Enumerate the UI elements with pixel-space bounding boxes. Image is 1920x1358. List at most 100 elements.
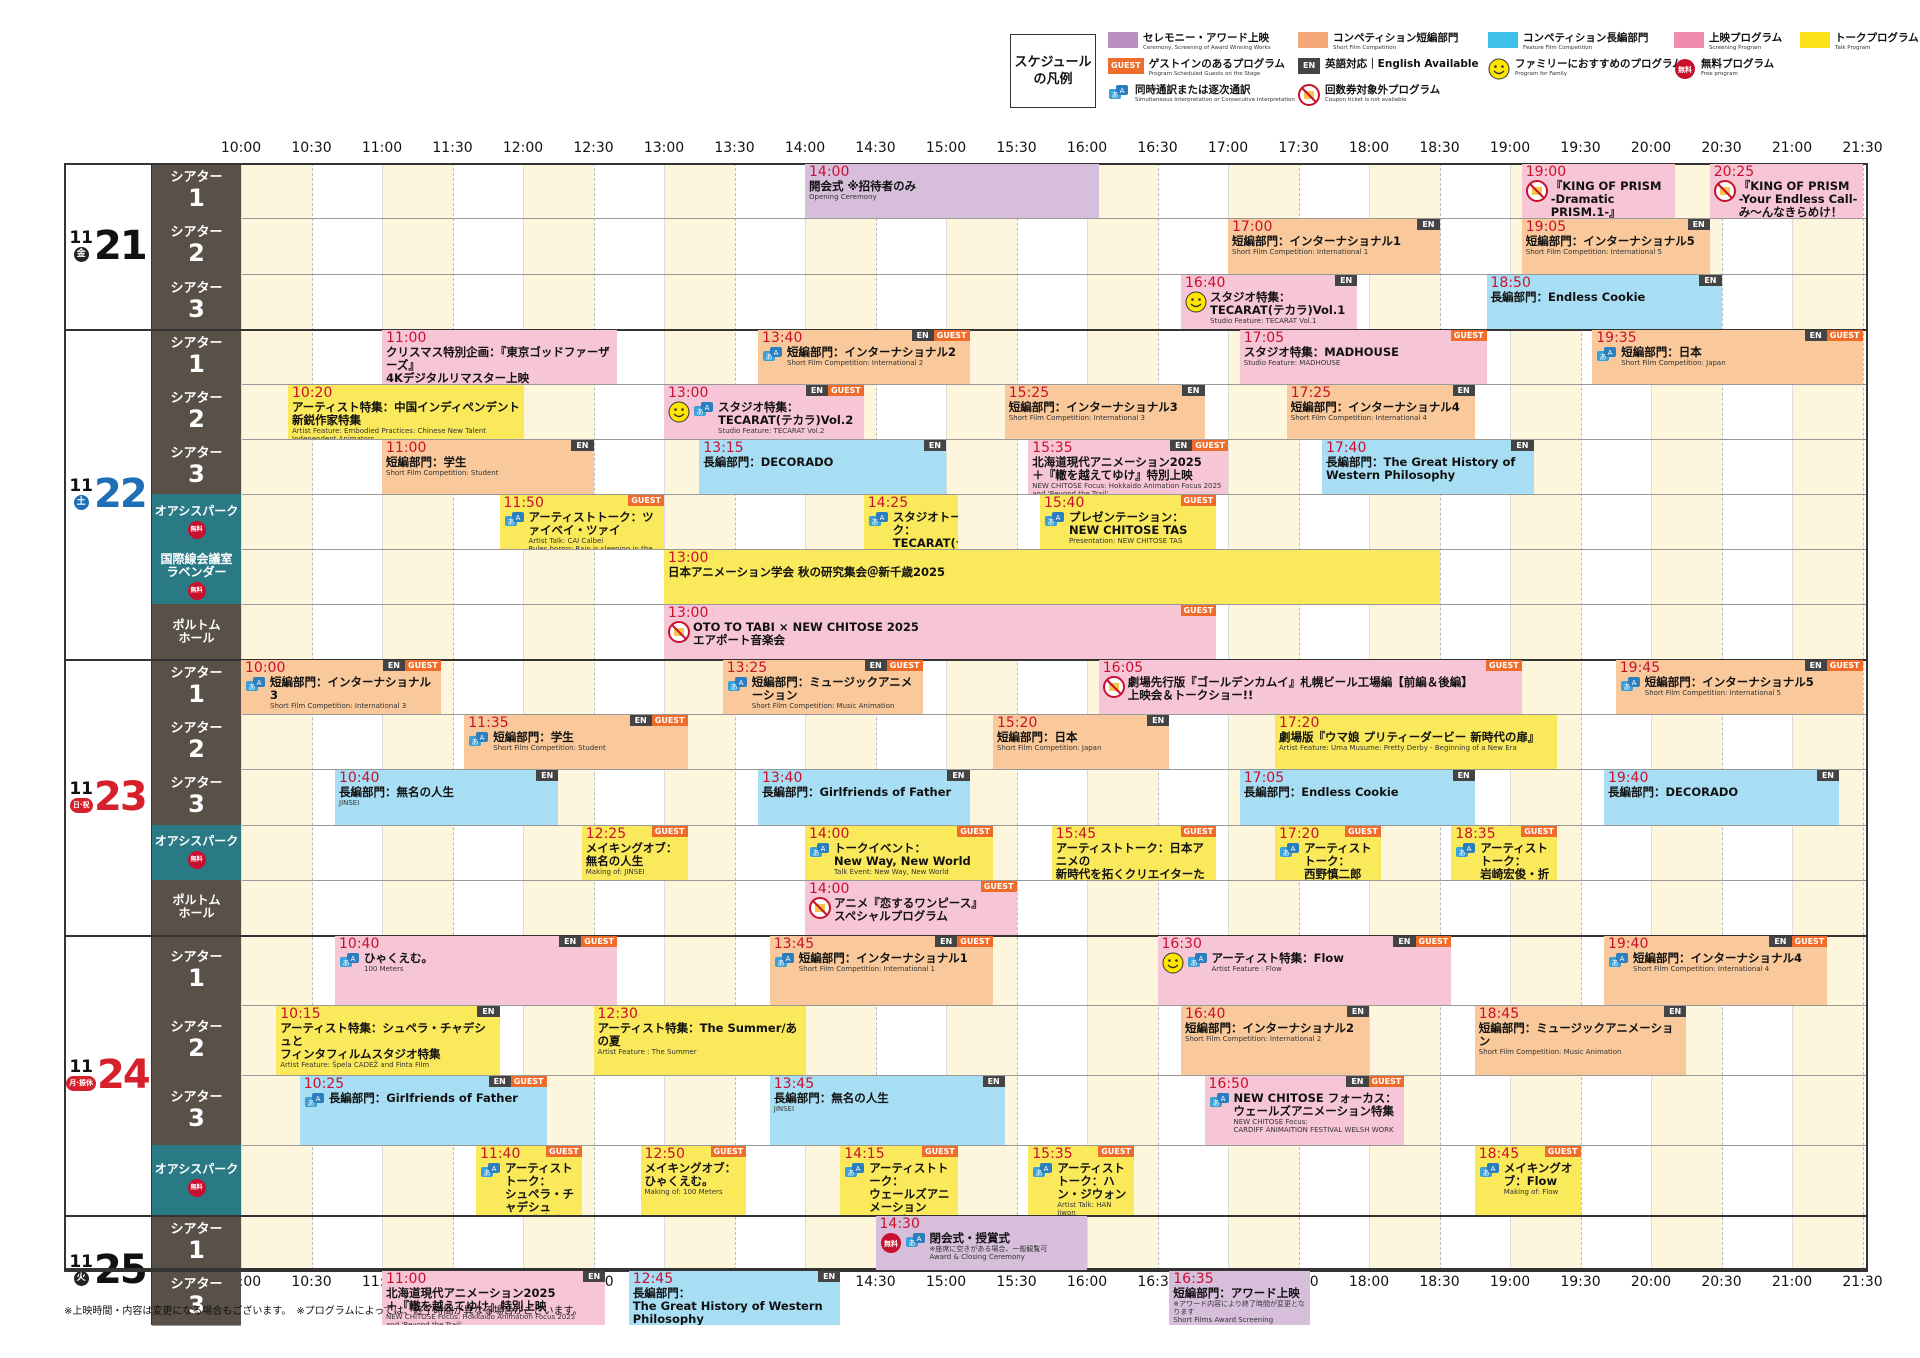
program-block[interactable]: 16:30 A あアーティスト特集：Flow Artist Feature : Flo…: [1157, 936, 1452, 1005]
english-badge: EN: [1417, 219, 1440, 231]
time-label: 14:30: [855, 1274, 896, 1290]
legend-item: 回数券対象外プログラム Coupon ticket is not availabl…: [1298, 84, 1440, 110]
program-block[interactable]: 10:00 A あ短編部門：インターナショナル3 Short Film Competi…: [241, 660, 441, 715]
program-block[interactable]: 17:00 短編部門：インターナショナル1 Short Film Competiti…: [1228, 219, 1440, 274]
program-start-time: 18:45: [1478, 1006, 1520, 1022]
program-title: メイキングオブ：ひゃくえむ。: [644, 1161, 737, 1188]
program-block[interactable]: 10:40 長編部門：無名の人生 JINSEI EN: [335, 770, 559, 825]
program-title: 短編部門：インターナショナル1: [798, 951, 968, 965]
program-english-title: Short Film Competition: International 1: [798, 965, 935, 973]
program-block[interactable]: 17:05 長編部門：Endless Cookie EN: [1239, 770, 1475, 825]
program-block[interactable]: 10:15 アーティスト特集：シュペラ・チャデシュと フィンタフィルムスタジオ特集…: [276, 1006, 500, 1075]
english-badge: EN: [911, 330, 934, 341]
program-block[interactable]: 13:40 長編部門：Girlfriends of Father EN: [758, 770, 970, 825]
program-english-title: Short Film Competition: Japan: [1621, 359, 1726, 367]
legend-item: トークプログラム Talk Program: [1800, 32, 1919, 52]
program-start-time: 15:45: [1055, 825, 1097, 842]
program-block[interactable]: 15:35 A あアーティストトーク：ハン・ジウォン Artist Talk: HAN…: [1028, 1146, 1134, 1215]
program-title: スタジオ特集：TECARAT(テカラ)Vol.2: [718, 400, 854, 427]
time-label: 20:30: [1701, 1274, 1742, 1290]
svg-text:あ: あ: [1459, 849, 1466, 857]
program-block[interactable]: 11:00 短編部門：学生 Short Film Competition: Stud…: [382, 440, 594, 494]
month-number: 11: [69, 1252, 93, 1272]
time-label: 18:00: [1348, 1274, 1390, 1290]
program-block[interactable]: 19:05 短編部門：インターナショナル5 Short Film Competiti…: [1521, 219, 1710, 274]
program-block[interactable]: 10:40 A あひゃくえむ。 100 Meters EN GUEST: [335, 936, 617, 1005]
program-block[interactable]: 19:40 A あ短編部門：インターナショナル4 Short Film Competi…: [1604, 936, 1828, 1005]
program-block[interactable]: 12:25 メイキングオブ： 無名の人生 Making of: JINSEI GUES…: [581, 825, 688, 880]
program-block[interactable]: 19:45 A あ短編部門：インターナショナル5 Short Film Competi…: [1615, 660, 1863, 715]
program-block[interactable]: 17:05 スタジオ特集：MADHOUSE Studio Feature: MADH…: [1239, 330, 1487, 384]
program-block[interactable]: 19:00 『KING OF PRISM -Dramatic PRISM.1-』 …: [1521, 164, 1675, 219]
time-label: 14:00: [784, 140, 826, 156]
legend-title: スケジュール の凡例: [1010, 34, 1096, 108]
program-block[interactable]: 12:30 アーティスト特集：The Summer/あの夏 Artist Featu…: [593, 1006, 805, 1075]
program-block[interactable]: 13:45 長編部門：無名の人生 JINSEI EN: [769, 1076, 1005, 1145]
program-block[interactable]: 17:20 劇場版『ウマ娘 プリティーダービー 新時代の扉』 Artist Feat…: [1275, 715, 1557, 770]
program-block[interactable]: 11:00 北海道現代アニメーション2025 ＋『轍を越えてゆけ』特別上映 NEW …: [382, 1271, 606, 1325]
svg-text:A: A: [1631, 679, 1636, 687]
program-block[interactable]: 16:35 短編部門：アワード上映 ※アワード内容により終了時間が変更となります S…: [1169, 1271, 1311, 1325]
program-block[interactable]: 16:40 短編部門：インターナショナル2 Short Film Competiti…: [1181, 1006, 1369, 1075]
program-block[interactable]: 15:40 A あプレゼンテーション： NEW CHITOSE TAS Present…: [1040, 495, 1217, 549]
program-title: アーティストトーク： シュペラ・チャデシュ: [505, 1161, 574, 1214]
program-block[interactable]: 13:00 日本アニメーション学会 秋の研究集会＠新千歳2025: [664, 550, 1440, 604]
day-month: 11 金: [69, 230, 93, 262]
svg-text:あ: あ: [1048, 518, 1055, 526]
program-start-time: 12:50: [644, 1146, 685, 1162]
program-block[interactable]: 16:05 劇場先行版『ゴールデンカムイ』札幌ビール工場編【前編＆後編】 上映会＆…: [1098, 660, 1522, 715]
program-block[interactable]: 17:40 長編部門：The Great History of Western P…: [1322, 440, 1534, 494]
no-coupon-icon: [809, 896, 831, 923]
legend-label: ゲストインのあるプログラム: [1148, 58, 1285, 70]
program-block[interactable]: 17:25 短編部門：インターナショナル4 Short Film Competiti…: [1286, 385, 1475, 439]
program-block[interactable]: 10:20 アーティスト特集：中国インディペンデント新鋭作家特集 Artist Fe…: [288, 385, 523, 439]
venue-name: シアター: [170, 170, 223, 186]
program-block[interactable]: 14:00 開会式 ※招待者のみ Opening Ceremony: [805, 164, 1099, 219]
program-block[interactable]: 14:00 A あトークイベント： New Way, New World Talk E…: [805, 825, 993, 880]
row-line: [242, 439, 1868, 440]
program-block[interactable]: 16:40 スタジオ特集：TECARAT(テカラ)Vol.1 Studio Feat…: [1181, 274, 1358, 329]
program-block[interactable]: 19:35 A あ短編部門：日本 Short Film Competition: Ja…: [1592, 330, 1863, 384]
program-block[interactable]: 12:45 長編部門： The Great History of Western …: [628, 1271, 841, 1325]
program-block[interactable]: 12:50 メイキングオブ：ひゃくえむ。 Making of: 100 Meters…: [640, 1146, 747, 1215]
program-block[interactable]: 14:30 無料 A あ閉会式・授賞式 ※座席に空きがある場合、一般観覧可 Award …: [875, 1216, 1087, 1270]
grid-line: [875, 163, 877, 1270]
svg-text:A: A: [821, 845, 826, 853]
program-title: 短編部門：学生: [386, 455, 467, 469]
english-badge: EN: [1393, 936, 1416, 947]
program-block[interactable]: 13:00 A あスタジオ特集：TECARAT(テカラ)Vol.2 Studio Fe…: [664, 385, 864, 439]
program-block[interactable]: 19:40 長編部門：DECORADO EN: [1604, 770, 1839, 825]
program-start-time: 15:20: [997, 715, 1038, 732]
program-block[interactable]: 15:35 北海道現代アニメーション2025 ＋『轍を越えてゆけ』特別上映 NEW …: [1028, 440, 1228, 494]
program-block[interactable]: 20:25 『KING OF PRISM -Your Endless Call- …: [1709, 164, 1863, 219]
venue-name: シアター: [170, 391, 223, 406]
program-block[interactable]: 13:40 A あ短編部門：インターナショナル2 Short Film Competi…: [758, 330, 970, 384]
program-block[interactable]: 10:25 A あ長編部門：Girlfriends of Father EN GUEST: [299, 1076, 547, 1145]
svg-text:あ: あ: [307, 1099, 314, 1107]
program-block[interactable]: 18:45 短編部門：ミュージックアニメーション Short Film Compet…: [1474, 1006, 1687, 1075]
program-block[interactable]: 15:25 短編部門：インターナショナル3 Short Film Competiti…: [1004, 385, 1205, 439]
program-block[interactable]: 13:25 A あ短編部門：ミュージックアニメーション Short Film Comp…: [722, 660, 923, 715]
program-english-title: Artist Feature: Špela CADEŽ and Finta Fi…: [280, 1061, 430, 1069]
program-block[interactable]: 16:50 A あ NEW CHITOSE フォーカス： ウェールズアニメーション特集…: [1204, 1076, 1405, 1145]
program-block[interactable]: 11:35 A あ短編部門：学生 Short Film Competition: St…: [464, 715, 688, 770]
schedule-grid: 11 金 21 シアター 1 シアター 2 シアター 3 11 土 22 シアター 1 シアター 2 シアター 3…: [64, 163, 1868, 1326]
program-block[interactable]: 13:00 OTO TO TABI × NEW CHITOSE 2025 エアポー…: [664, 605, 1217, 659]
program-block[interactable]: 13:45 A あ短編部門：インターナショナル1 Short Film Competi…: [769, 936, 993, 1005]
program-block[interactable]: 11:00 クリスマス特別企画：『東京ゴッドファーザーズ』 4Kデジタルリマスター…: [382, 330, 617, 384]
program-block[interactable]: 11:50 A あアーティストトーク：ツァイベイ・ツァイ Artist Talk: C…: [499, 495, 664, 549]
program-block[interactable]: 14:00 アニメ『恋するワンピース』 スペシャルプログラム GUEST: [805, 880, 1017, 935]
program-block[interactable]: 15:20 短編部門：日本 Short Film Competition: Japa…: [993, 715, 1170, 770]
program-block[interactable]: 18:50 長編部門：Endless Cookie EN: [1486, 274, 1722, 329]
program-block[interactable]: 18:45 A あメイキングオブ：Flow Making of: Flow GUEST: [1474, 1146, 1581, 1215]
program-block[interactable]: 13:15 長編部門：DECORADO EN: [699, 440, 946, 494]
svg-text:A: A: [785, 955, 790, 963]
